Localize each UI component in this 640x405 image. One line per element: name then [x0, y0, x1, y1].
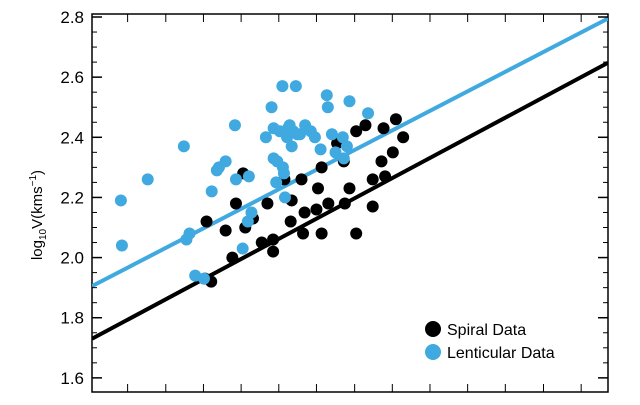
lenticular-point	[343, 95, 356, 108]
lenticular-point	[314, 143, 327, 156]
lenticular-point	[177, 140, 190, 153]
lenticular-point	[289, 80, 302, 93]
spiral-point	[366, 173, 379, 186]
y-tick-label: 2.4	[60, 128, 84, 147]
lenticular-point	[340, 140, 353, 153]
lenticular-point	[141, 173, 154, 186]
lenticular-point	[242, 170, 255, 183]
spiral-point	[267, 233, 280, 246]
lenticular-point	[265, 101, 278, 114]
lenticular-point	[115, 239, 128, 252]
spiral-point	[200, 215, 213, 228]
y-tick-label: 2.2	[60, 188, 84, 207]
lenticular-fit-line	[92, 16, 608, 288]
lenticular-point	[278, 191, 291, 204]
plot-area	[91, 13, 609, 393]
plot-frame	[91, 13, 609, 393]
lenticular-point	[336, 131, 349, 144]
x-axis-ticks	[127, 14, 582, 392]
y-tick-label: 1.6	[60, 369, 84, 388]
spiral-point	[298, 206, 311, 219]
spiral-point	[366, 200, 379, 213]
lenticular-point	[325, 128, 338, 141]
spiral-point	[261, 197, 274, 210]
lenticular-point	[219, 155, 232, 168]
lenticular-point	[259, 131, 272, 144]
spiral-point	[386, 146, 399, 159]
legend-label-lenticular: Lenticular Data	[447, 345, 555, 362]
legend: Spiral Data Lenticular Data	[425, 321, 555, 362]
spiral-point	[338, 197, 351, 210]
y-tick-label: 2.8	[60, 8, 84, 27]
lenticular-point	[337, 152, 350, 165]
lenticular-point	[320, 89, 333, 102]
lenticular-point	[277, 167, 290, 180]
spiral-point	[284, 215, 297, 228]
data-points	[114, 80, 410, 288]
spiral-point	[389, 113, 402, 126]
spiral-point	[322, 197, 335, 210]
spiral-point	[310, 203, 323, 216]
spiral-point	[219, 224, 232, 237]
lenticular-point	[308, 131, 321, 144]
y-tick-label: 1.8	[60, 309, 84, 328]
spiral-point	[350, 125, 363, 138]
lenticular-point	[329, 146, 342, 159]
legend-label-spiral: Spiral Data	[447, 322, 526, 339]
spiral-point	[375, 155, 388, 168]
lenticular-point	[183, 227, 196, 240]
spiral-point	[312, 182, 325, 195]
lenticular-point	[228, 119, 241, 132]
spiral-point	[359, 119, 372, 132]
lenticular-point	[114, 194, 127, 207]
spiral-point	[315, 161, 328, 174]
lenticular-point	[229, 173, 242, 186]
spiral-point	[255, 236, 268, 249]
lenticular-point	[241, 215, 254, 228]
lenticular-point	[321, 101, 334, 114]
spiral-point	[226, 251, 239, 264]
spiral-point	[295, 173, 308, 186]
lenticular-point	[205, 185, 218, 198]
y-tick-label: 2.6	[60, 68, 84, 87]
lenticular-point	[270, 176, 283, 189]
lenticular-point	[236, 242, 249, 255]
y-axis-ticks: 1.6 1.8 2.0 2.2 2.4 2.6 2.8	[60, 8, 608, 388]
spiral-point	[267, 245, 280, 258]
legend-marker-lenticular	[425, 344, 441, 360]
lenticular-point	[293, 128, 306, 141]
spiral-point	[377, 122, 390, 135]
legend-marker-spiral	[425, 321, 441, 337]
spiral-point	[343, 182, 356, 195]
lenticular-point	[276, 80, 289, 93]
spiral-point	[315, 227, 328, 240]
lenticular-point	[197, 272, 210, 285]
lenticular-point	[285, 140, 298, 153]
spiral-point	[350, 227, 363, 240]
y-axis-label: log10V(kms−1)	[28, 170, 49, 260]
spiral-point	[297, 227, 310, 240]
spiral-point	[229, 197, 242, 210]
spiral-point	[397, 131, 410, 144]
lenticular-point	[245, 206, 258, 219]
fit-lines	[92, 16, 608, 341]
spiral-point	[379, 170, 392, 183]
y-tick-label: 2.0	[60, 249, 84, 268]
lenticular-point	[362, 107, 375, 120]
